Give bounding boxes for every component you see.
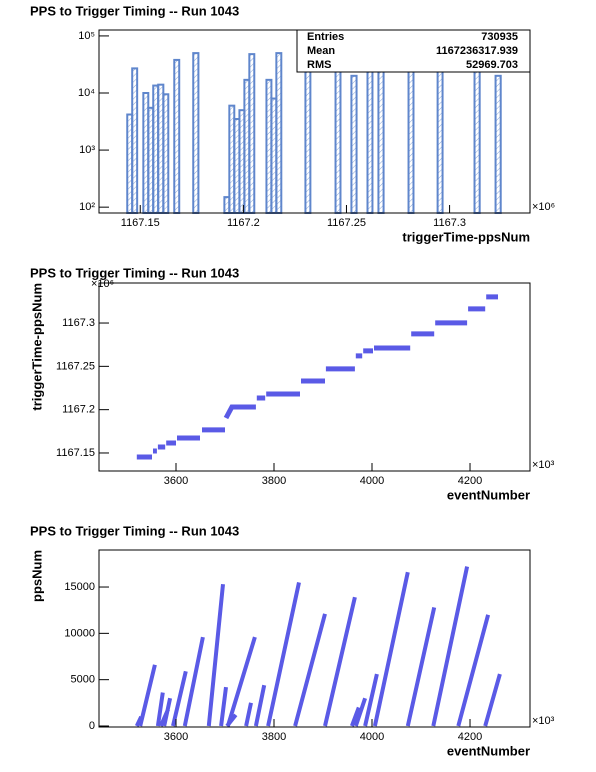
x-tick-label: 1167.2 (227, 217, 260, 229)
bar (407, 54, 415, 215)
x-tick-label: 4200 (458, 475, 482, 487)
x-tick-label: 1167.3 (433, 217, 466, 229)
x-tick-label: 3600 (164, 475, 188, 487)
stats-value: 1167236317.939 (436, 45, 518, 57)
y-axis-title: ppsNum (29, 550, 44, 602)
data-line (134, 566, 502, 728)
bar (473, 49, 481, 214)
x-multiplier: ×10³ (532, 715, 555, 727)
bar (436, 52, 444, 214)
x-axis-title: triggerTime-ppsNum (402, 229, 530, 244)
stats-label: RMS (307, 59, 331, 71)
stats-label: Entries (307, 31, 344, 43)
y-tick-label: 1167.2 (62, 404, 95, 416)
chart-title: PPS to Trigger Timing -- Run 1043 (30, 523, 239, 538)
chart-title: PPS to Trigger Timing -- Run 1043 (30, 3, 239, 18)
bar (131, 67, 139, 215)
bar (366, 69, 374, 214)
y-tick-label: 10⁵ (78, 30, 95, 42)
x-tick-label: 1167.15 (121, 217, 160, 229)
x-tick-label: 3800 (262, 731, 286, 743)
data-line (136, 294, 498, 460)
bar (275, 52, 283, 214)
y-tick-label: 1167.3 (62, 317, 95, 329)
y-tick-label: 10000 (64, 627, 95, 639)
bar (162, 93, 170, 214)
x-multiplier: ×10⁶ (532, 201, 555, 213)
x-tick-label: 3800 (262, 475, 286, 487)
stats-value: 730935 (481, 31, 518, 43)
y-tick-label: 10³ (79, 144, 95, 156)
y-multiplier: ×10⁶ (91, 278, 114, 290)
bar (350, 74, 358, 215)
y-tick-label: 0 (89, 720, 95, 732)
stats-value: 52969.703 (466, 59, 518, 71)
stats-label: Mean (307, 45, 335, 57)
x-tick-label: 4000 (360, 731, 384, 743)
chart-title: PPS to Trigger Timing -- Run 1043 (30, 265, 239, 280)
bar (334, 47, 342, 214)
x-axis-title: eventNumber (447, 743, 530, 758)
y-tick-label: 10⁴ (78, 87, 95, 99)
bar (248, 53, 256, 214)
y-axis-title: triggerTime-ppsNum (29, 283, 44, 411)
y-tick-label: 15000 (64, 581, 95, 593)
bar (494, 74, 502, 215)
y-tick-label: 1167.15 (56, 447, 95, 459)
y-tick-label: 1167.25 (56, 360, 95, 372)
x-tick-label: 4000 (360, 475, 384, 487)
plot-frame (98, 282, 531, 472)
x-tick-label: 3600 (164, 731, 188, 743)
plot-frame (98, 549, 531, 728)
y-tick-label: 5000 (71, 674, 95, 686)
x-tick-label: 1167.25 (327, 217, 366, 229)
x-multiplier: ×10³ (532, 459, 555, 471)
bar (192, 52, 200, 214)
y-tick-label: 10² (79, 201, 95, 213)
bar (304, 54, 312, 215)
x-axis-title: eventNumber (447, 487, 530, 502)
bar (173, 58, 181, 214)
x-tick-label: 4200 (458, 731, 482, 743)
stats-box (296, 29, 531, 73)
